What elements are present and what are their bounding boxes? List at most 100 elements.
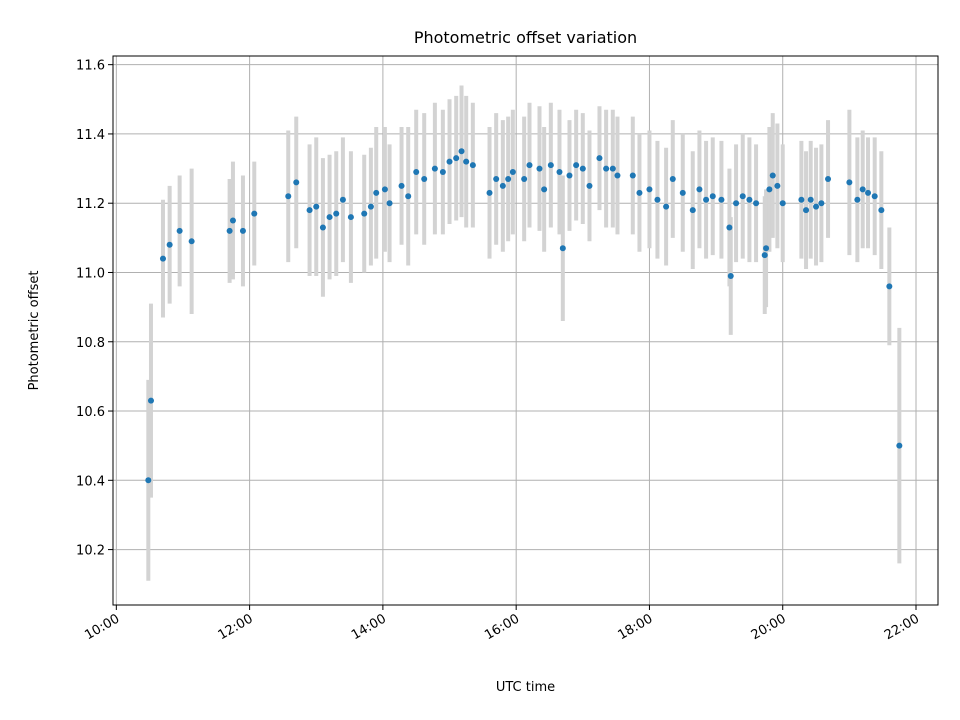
data-point bbox=[159, 255, 166, 262]
data-points bbox=[145, 148, 903, 484]
data-point bbox=[779, 200, 786, 207]
data-point bbox=[586, 182, 593, 189]
x-axis-label: UTC time bbox=[496, 680, 555, 695]
data-point bbox=[654, 196, 661, 203]
y-tick-label: 10.4 bbox=[76, 474, 105, 489]
data-point bbox=[896, 442, 903, 449]
data-point bbox=[505, 175, 512, 182]
data-point bbox=[871, 193, 878, 200]
chart-title: Photometric offset variation bbox=[414, 28, 637, 47]
y-tick-label: 10.8 bbox=[76, 336, 105, 351]
y-tick-label: 11.2 bbox=[76, 197, 105, 212]
data-point bbox=[573, 162, 580, 169]
y-axis-label: Photometric offset bbox=[27, 271, 42, 391]
data-point bbox=[339, 196, 346, 203]
data-point bbox=[609, 165, 616, 172]
data-point bbox=[696, 186, 703, 193]
data-point bbox=[663, 203, 670, 210]
y-tick-label: 11.0 bbox=[76, 266, 105, 281]
data-point bbox=[746, 196, 753, 203]
data-point bbox=[753, 200, 760, 207]
data-point bbox=[439, 169, 446, 176]
data-point bbox=[774, 182, 781, 189]
data-point bbox=[413, 169, 420, 176]
data-point bbox=[319, 224, 326, 231]
data-point bbox=[239, 227, 246, 234]
data-point bbox=[614, 172, 621, 179]
data-point bbox=[421, 175, 428, 182]
y-tick-label: 11.6 bbox=[76, 59, 105, 74]
data-point bbox=[733, 200, 740, 207]
data-point bbox=[727, 272, 734, 279]
data-point bbox=[709, 193, 716, 200]
data-point bbox=[493, 175, 500, 182]
data-point bbox=[761, 252, 768, 259]
data-point bbox=[718, 196, 725, 203]
data-point bbox=[769, 172, 776, 179]
data-point bbox=[813, 203, 820, 210]
data-point bbox=[818, 200, 825, 207]
data-point bbox=[521, 175, 528, 182]
data-point bbox=[825, 175, 832, 182]
data-point bbox=[629, 172, 636, 179]
data-point bbox=[347, 214, 354, 221]
data-point bbox=[486, 189, 493, 196]
data-point bbox=[596, 155, 603, 162]
y-axis-ticks: 10.2 10.4 10.6 10.8 11.0 11.2 11.4 11.6 bbox=[76, 59, 113, 559]
data-point bbox=[431, 165, 438, 172]
data-point bbox=[886, 283, 893, 290]
data-point bbox=[636, 189, 643, 196]
data-point bbox=[526, 162, 533, 169]
data-point bbox=[188, 238, 195, 245]
y-tick-label: 10.6 bbox=[76, 405, 105, 420]
data-point bbox=[726, 224, 733, 231]
data-point bbox=[854, 196, 861, 203]
data-point bbox=[333, 210, 340, 217]
data-point bbox=[566, 172, 573, 179]
data-point bbox=[147, 397, 154, 404]
data-point bbox=[547, 162, 554, 169]
data-point bbox=[446, 158, 453, 165]
data-point bbox=[865, 189, 872, 196]
data-point bbox=[381, 186, 388, 193]
data-point bbox=[646, 186, 653, 193]
data-point bbox=[469, 162, 476, 169]
data-point bbox=[229, 217, 236, 224]
data-point bbox=[285, 193, 292, 200]
data-point bbox=[556, 169, 563, 176]
data-point bbox=[367, 203, 374, 210]
data-point bbox=[463, 158, 470, 165]
y-tick-label: 11.4 bbox=[76, 128, 105, 143]
data-point bbox=[703, 196, 710, 203]
data-point bbox=[145, 477, 152, 484]
data-point bbox=[361, 210, 368, 217]
data-point bbox=[293, 179, 300, 186]
data-point bbox=[313, 203, 320, 210]
data-point bbox=[326, 214, 333, 221]
data-point bbox=[251, 210, 258, 217]
plot-frame bbox=[112, 55, 939, 606]
data-point bbox=[398, 182, 405, 189]
data-point bbox=[176, 227, 183, 234]
data-point bbox=[373, 189, 380, 196]
data-point bbox=[509, 169, 516, 176]
data-point bbox=[798, 196, 805, 203]
data-point bbox=[559, 245, 566, 252]
data-point bbox=[679, 189, 686, 196]
data-point bbox=[846, 179, 853, 186]
data-point bbox=[739, 193, 746, 200]
data-point bbox=[689, 207, 696, 214]
data-point bbox=[669, 175, 676, 182]
y-tick-label: 10.2 bbox=[76, 544, 105, 559]
data-point bbox=[226, 227, 233, 234]
data-point bbox=[453, 155, 460, 162]
data-point bbox=[166, 241, 173, 248]
data-point bbox=[405, 193, 412, 200]
data-point bbox=[579, 165, 586, 172]
data-point bbox=[536, 165, 543, 172]
data-point bbox=[603, 165, 610, 172]
data-point bbox=[763, 245, 770, 252]
data-point bbox=[386, 200, 393, 207]
